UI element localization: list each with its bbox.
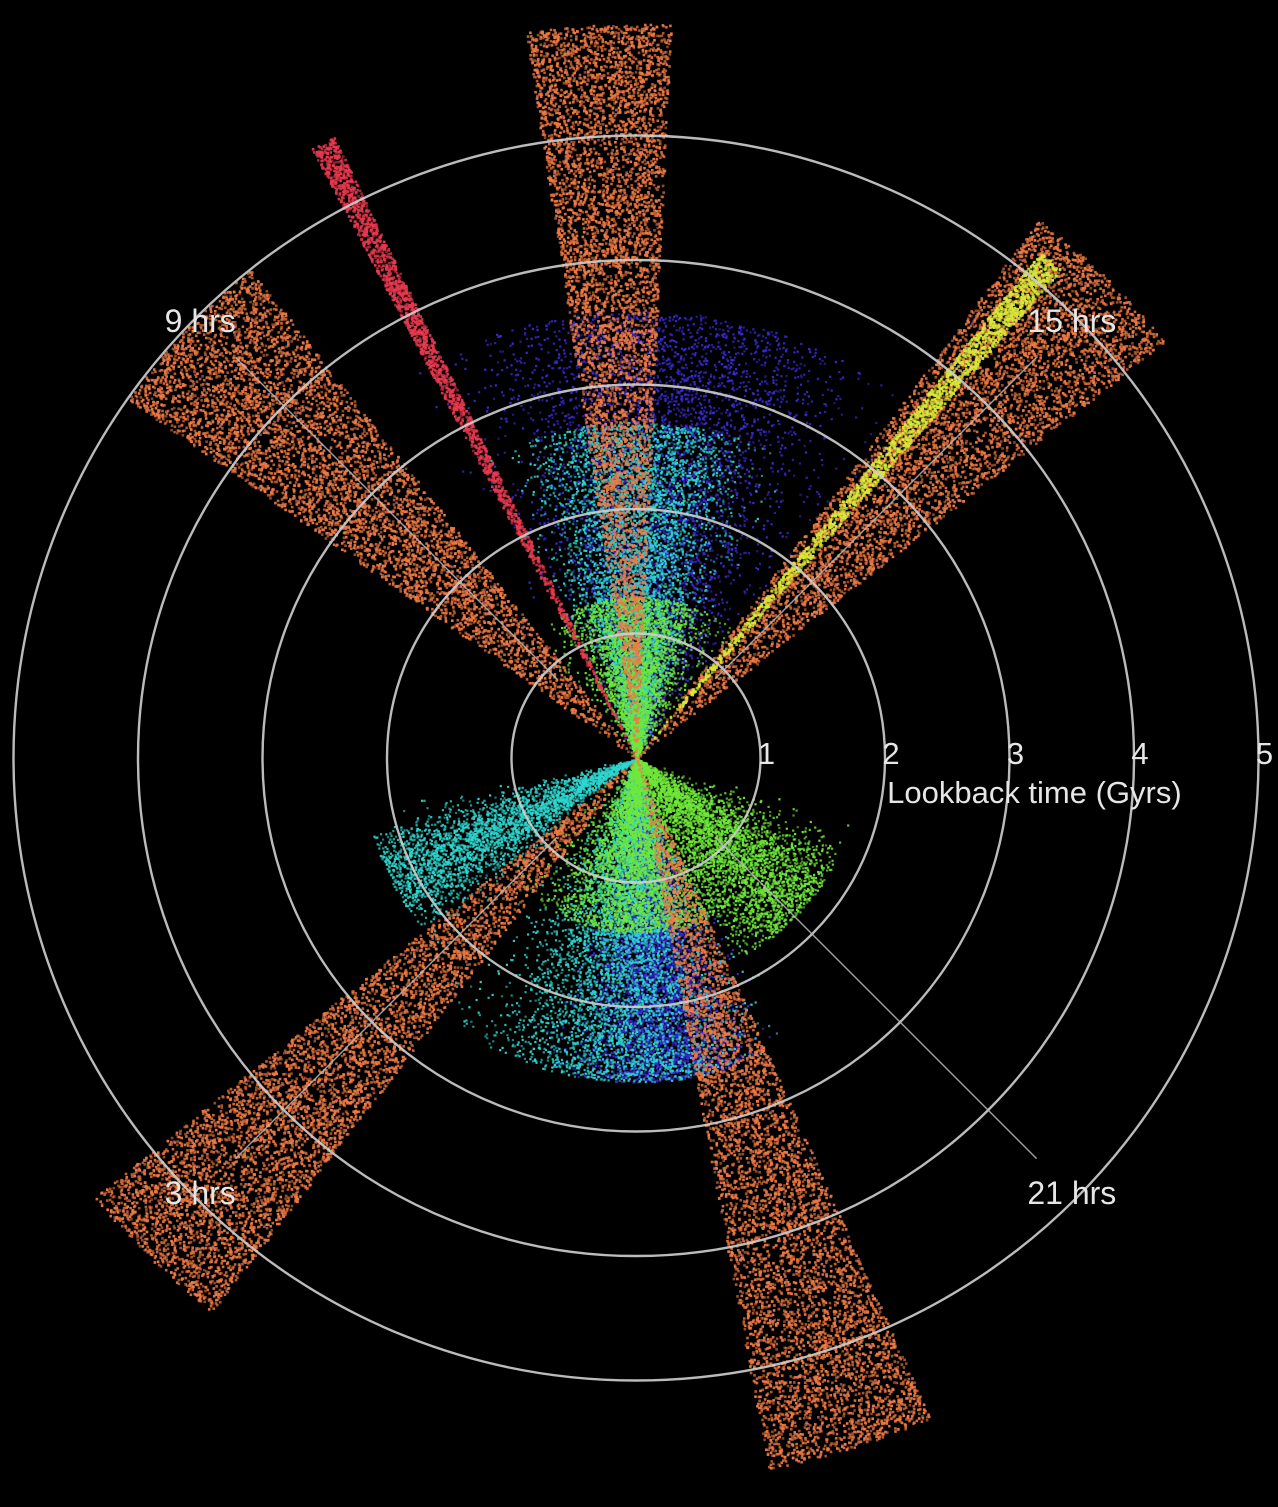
radial-tick-label-5: 5 xyxy=(1256,736,1273,771)
hour-label-21: 21 hrs xyxy=(1027,1175,1116,1211)
hour-label-3: 3 hrs xyxy=(165,1175,236,1211)
hour-label-15: 15 hrs xyxy=(1027,303,1116,339)
radial-tick-label-4: 4 xyxy=(1131,736,1148,771)
radial-tick-label-1: 1 xyxy=(758,736,775,771)
hour-label-9: 9 hrs xyxy=(165,303,236,339)
radial-tick-label-3: 3 xyxy=(1007,736,1024,771)
radial-axis-title: Lookback time (Gyrs) xyxy=(887,775,1182,810)
radial-tick-label-2: 2 xyxy=(882,736,899,771)
